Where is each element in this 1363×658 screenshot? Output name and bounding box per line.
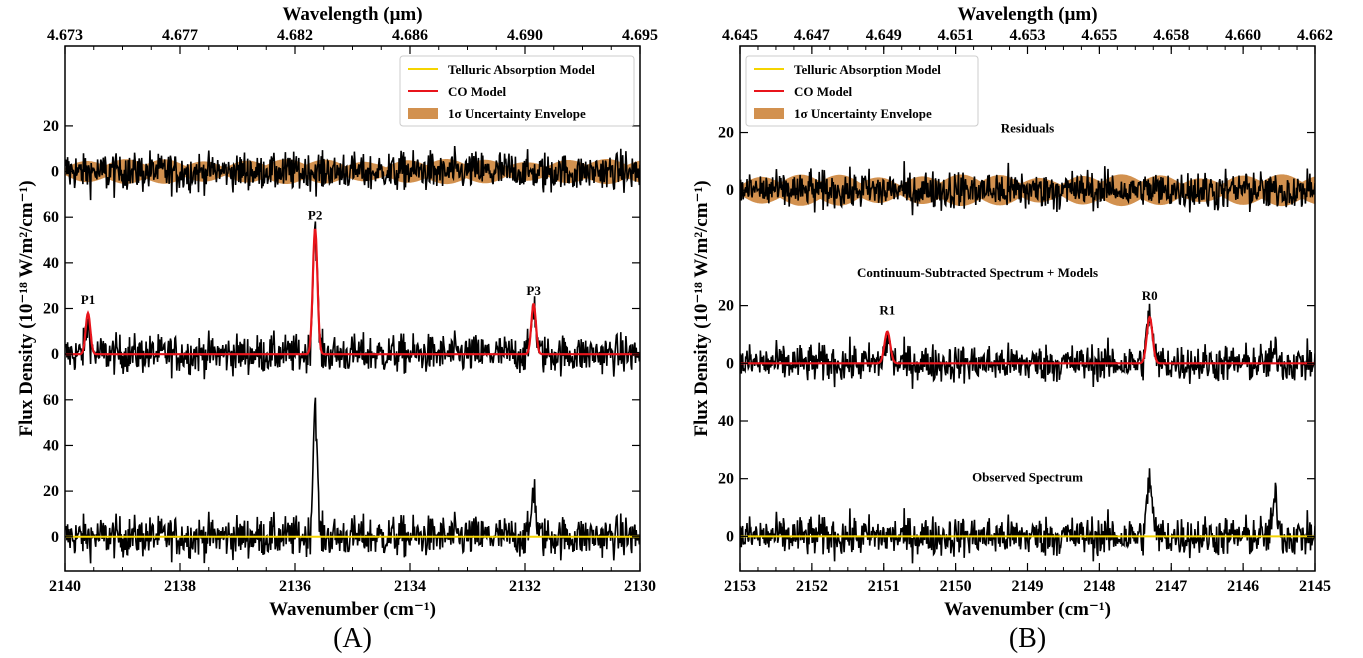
y-tick-label: 20	[718, 125, 734, 142]
top-tick-label: 4.662	[1297, 27, 1333, 44]
top-tick-label: 4.695	[622, 27, 658, 44]
line-label-p1: P1	[81, 292, 95, 307]
top-tick-label: 4.677	[162, 27, 198, 44]
top-tick-label: 4.653	[1010, 27, 1046, 44]
legend-item: 1σ Uncertainty Envelope	[448, 106, 586, 121]
top-tick-label: 4.682	[277, 27, 313, 44]
x-tick-label: 2148	[1083, 578, 1115, 595]
offset-plot-label: Continuum-Subtracted Spectrum + Models	[857, 265, 1098, 280]
legend-item: 1σ Uncertainty Envelope	[794, 106, 932, 121]
co-model-line	[65, 228, 640, 356]
x-tick-label: 2145	[1299, 578, 1331, 595]
y-tick-label: 40	[43, 437, 59, 454]
top-tick-label: 4.655	[1081, 27, 1117, 44]
y-tick-label: 0	[726, 528, 734, 545]
line-label-r0: R0	[1142, 288, 1158, 303]
legend-item: Telluric Absorption Model	[794, 62, 941, 77]
x-tick-label: 2153	[724, 578, 756, 595]
line-label-r1: R1	[879, 302, 895, 317]
continuum-subtracted-line	[740, 303, 1315, 389]
legend-swatch	[754, 108, 784, 119]
y-tick-label: 60	[43, 209, 59, 226]
plot-area	[65, 145, 640, 564]
legend-box	[399, 55, 635, 127]
top-axis-label: Wavelength (μm)	[957, 4, 1097, 25]
x-tick-label: 2146	[1227, 578, 1259, 595]
y-axis-label: Flux Density (10⁻¹⁸ W/m²/cm⁻¹)	[691, 180, 712, 436]
line-label-p2: P2	[308, 207, 322, 222]
panel-label: (B)	[1009, 623, 1046, 654]
y-tick-label: 20	[43, 118, 59, 135]
y-tick-label: 20	[43, 301, 59, 318]
co-model-line	[740, 315, 1315, 365]
top-tick-label: 4.660	[1225, 27, 1261, 44]
x-tick-label: 2132	[509, 578, 541, 595]
y-axis-label: Flux Density (10⁻¹⁸ W/m²/cm⁻¹)	[16, 180, 37, 436]
y-tick-label: 40	[718, 413, 734, 430]
x-tick-label: 2151	[868, 578, 900, 595]
observed-spectrum-line	[65, 397, 640, 564]
top-tick-label: 4.690	[507, 27, 543, 44]
y-tick-label: 40	[43, 255, 59, 272]
top-tick-label: 4.645	[722, 27, 758, 44]
observed-spectrum-line	[740, 468, 1315, 564]
legend-item: CO Model	[794, 84, 853, 99]
y-tick-label: 0	[51, 164, 59, 181]
top-tick-label: 4.647	[794, 27, 830, 44]
y-tick-label: 0	[51, 529, 59, 546]
y-tick-label: 20	[718, 471, 734, 488]
top-tick-label: 4.651	[938, 27, 974, 44]
line-label-p3: P3	[526, 283, 541, 298]
chart-panel-a: 2140 2138 2136 2134 2132 2130 4.673 4.677 4.682 4…	[16, 4, 658, 654]
top-tick-label: 4.673	[47, 27, 83, 44]
y-tick-label: 0	[726, 355, 734, 372]
legend-item: CO Model	[448, 84, 507, 99]
x-tick-label: 2138	[164, 578, 196, 595]
x-tick-label: 2150	[940, 578, 972, 595]
top-tick-label: 4.658	[1153, 27, 1189, 44]
legend: Telluric Absorption Model CO Model 1σ Unce…	[399, 55, 635, 127]
x-tick-label: 2136	[279, 578, 311, 595]
x-tick-label: 2130	[624, 578, 656, 595]
offset-plot-label: Observed Spectrum	[972, 470, 1083, 485]
y-tick-label: 20	[43, 483, 59, 500]
y-tick-label: 0	[726, 182, 734, 199]
offset-plot-label: Residuals	[1001, 121, 1054, 136]
panel-label: (A)	[333, 623, 372, 654]
x-axis-label: Wavenumber (cm⁻¹)	[944, 599, 1111, 620]
legend-item: Telluric Absorption Model	[448, 62, 595, 77]
legend-box	[745, 55, 979, 127]
x-tick-label: 2140	[49, 578, 81, 595]
residuals-line	[65, 145, 640, 201]
y-tick-label: 0	[51, 346, 59, 363]
plot-area	[740, 161, 1315, 564]
x-tick-label: 2152	[796, 578, 828, 595]
y-tick-label: 60	[43, 392, 59, 409]
chart-panel-b: 2153 2152 2151 2150 2149 2148 2147 2146 2145 4.64…	[691, 4, 1333, 654]
top-tick-label: 4.649	[866, 27, 902, 44]
x-tick-label: 2149	[1012, 578, 1044, 595]
residuals-line	[740, 161, 1315, 216]
continuum-subtracted-line	[65, 221, 640, 380]
legend-swatch	[408, 108, 438, 119]
x-tick-label: 2147	[1155, 578, 1187, 595]
legend: Telluric Absorption Model CO Model 1σ Unce…	[745, 55, 979, 127]
y-tick-label: 20	[718, 298, 734, 315]
x-tick-label: 2134	[394, 578, 426, 595]
top-tick-label: 4.686	[392, 27, 428, 44]
top-axis-label: Wavelength (μm)	[282, 4, 422, 25]
x-axis-label: Wavenumber (cm⁻¹)	[269, 599, 436, 620]
